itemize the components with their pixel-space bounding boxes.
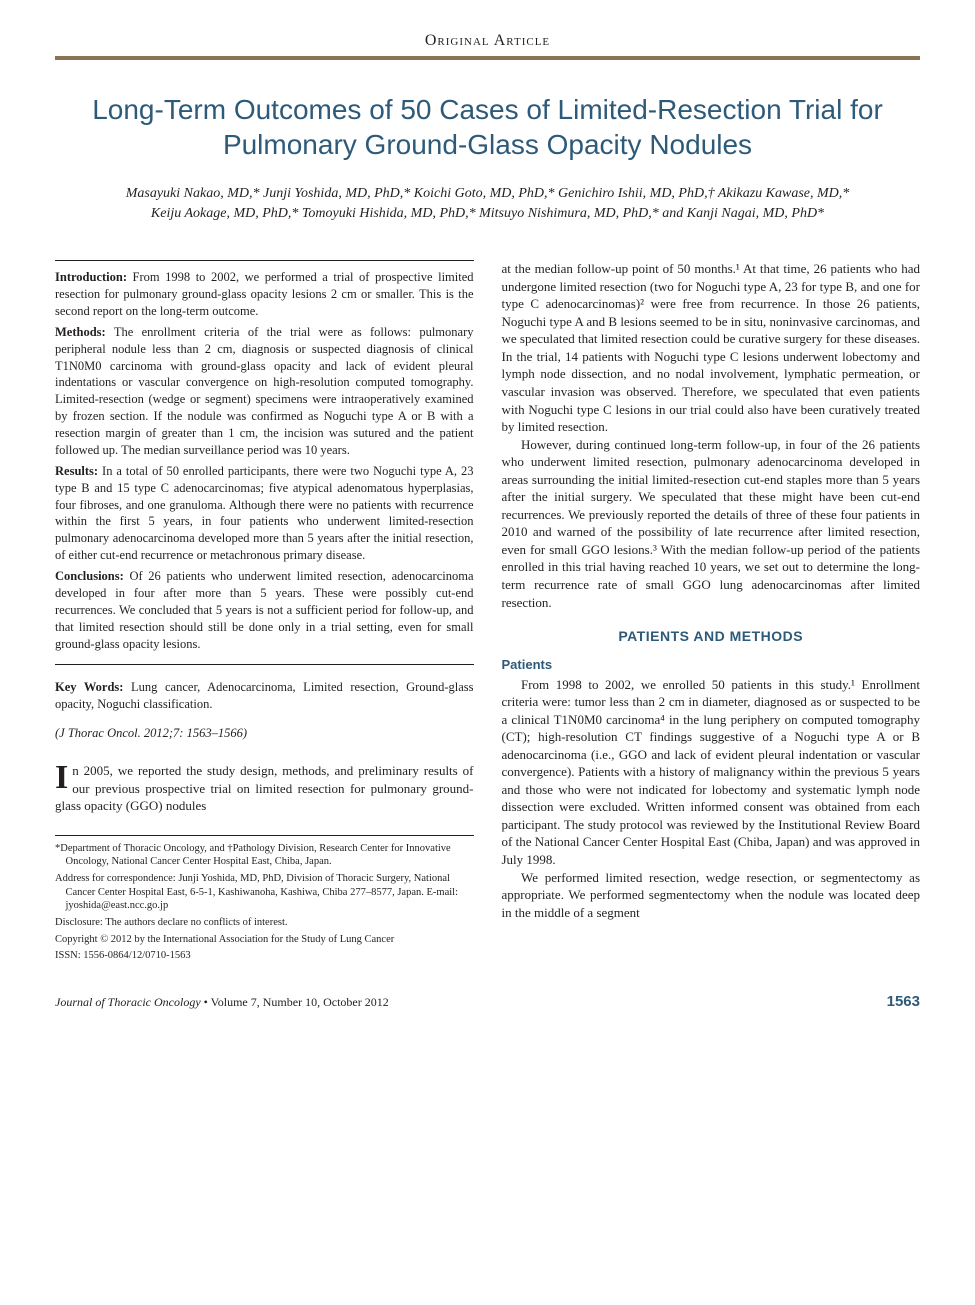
abstract-results-label: Results: — [55, 464, 98, 478]
body-paragraph-2: However, during continued long-term foll… — [502, 436, 921, 611]
authors-list: Masayuki Nakao, MD,* Junji Yoshida, MD, … — [55, 184, 920, 225]
two-column-layout: Introduction: From 1998 to 2002, we perf… — [55, 260, 920, 966]
footnote-correspondence: Address for correspondence: Junji Yoshid… — [55, 872, 474, 913]
dropcap: I — [55, 762, 72, 792]
abstract-methods-label: Methods: — [55, 325, 106, 339]
methods-heading: PATIENTS AND METHODS — [502, 627, 921, 646]
footnotes-block: *Department of Thoracic Oncology, and †P… — [55, 835, 474, 963]
patients-body: From 1998 to 2002, we enrolled 50 patien… — [502, 676, 921, 922]
right-body: at the median follow-up point of 50 mont… — [502, 260, 921, 611]
footnote-affiliation: *Department of Thoracic Oncology, and †P… — [55, 842, 474, 869]
keywords: Key Words: Lung cancer, Adenocarcinoma, … — [55, 679, 474, 713]
right-column: at the median follow-up point of 50 mont… — [502, 260, 921, 966]
abstract-intro: Introduction: From 1998 to 2002, we perf… — [55, 269, 474, 320]
footer-journal-info: Journal of Thoracic Oncology • Volume 7,… — [55, 994, 389, 1010]
intro-paragraph: In 2005, we reported the study design, m… — [55, 762, 474, 815]
intro-text: n 2005, we reported the study design, me… — [55, 763, 474, 813]
patients-paragraph-2: We performed limited resection, wedge re… — [502, 869, 921, 922]
section-header: Original Article — [55, 30, 920, 60]
abstract-block: Introduction: From 1998 to 2002, we perf… — [55, 260, 474, 665]
page-footer: Journal of Thoracic Oncology • Volume 7,… — [55, 992, 920, 1012]
patients-paragraph-1: From 1998 to 2002, we enrolled 50 patien… — [502, 676, 921, 869]
abstract-conclusions: Conclusions: Of 26 patients who underwen… — [55, 568, 474, 652]
citation: (J Thorac Oncol. 2012;7: 1563–1566) — [55, 725, 474, 742]
footer-issue: • Volume 7, Number 10, October 2012 — [201, 995, 389, 1009]
article-title: Long-Term Outcomes of 50 Cases of Limite… — [55, 92, 920, 162]
abstract-results-text: In a total of 50 enrolled participants, … — [55, 464, 474, 562]
abstract-methods: Methods: The enrollment criteria of the … — [55, 324, 474, 459]
footnote-disclosure: Disclosure: The authors declare no confl… — [55, 916, 474, 930]
page-number: 1563 — [887, 992, 920, 1012]
abstract-conclusions-label: Conclusions: — [55, 569, 124, 583]
patients-subheading: Patients — [502, 656, 921, 674]
keywords-label: Key Words: — [55, 680, 123, 694]
body-paragraph-1: at the median follow-up point of 50 mont… — [502, 260, 921, 435]
abstract-results: Results: In a total of 50 enrolled parti… — [55, 463, 474, 564]
abstract-intro-label: Introduction: — [55, 270, 127, 284]
footer-journal-name: Journal of Thoracic Oncology — [55, 995, 201, 1009]
intro-body: In 2005, we reported the study design, m… — [55, 762, 474, 815]
footnote-copyright: Copyright © 2012 by the International As… — [55, 933, 474, 947]
abstract-methods-text: The enrollment criteria of the trial wer… — [55, 325, 474, 457]
left-column: Introduction: From 1998 to 2002, we perf… — [55, 260, 474, 966]
footnote-issn: ISSN: 1556-0864/12/0710-1563 — [55, 949, 474, 963]
